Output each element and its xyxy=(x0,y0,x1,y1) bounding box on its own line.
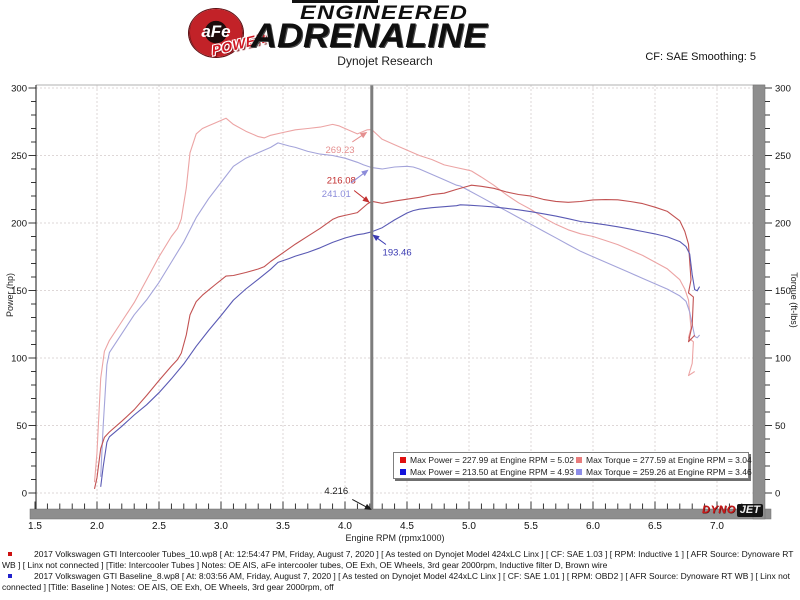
run-file-entry: 2017 Volkswagen GTI Intercooler Tubes_10… xyxy=(0,549,798,570)
brand-accent-bar xyxy=(292,0,378,3)
x-axis-tick-label: 3.5 xyxy=(276,521,290,532)
x-axis-tick-label: 5.5 xyxy=(524,521,538,532)
annotation-arrowhead xyxy=(362,196,370,203)
x-axis-tick-label: 4.0 xyxy=(338,521,352,532)
y-right-tick-label: 150 xyxy=(775,286,791,297)
y-right-tick-label: 200 xyxy=(775,219,791,230)
y-right-tick-label: 250 xyxy=(775,151,791,162)
y-right-tick-label: 100 xyxy=(775,354,791,365)
correction-smoothing-label: CF: SAE Smoothing: 5 xyxy=(645,51,756,63)
y-axis-label-torque: Torque (ft-lbs) xyxy=(789,272,799,328)
run-file-text: 2017 Volkswagen GTI Intercooler Tubes_10… xyxy=(2,549,794,570)
series-baseline-power xyxy=(100,204,701,487)
series-baseline-torque xyxy=(100,142,701,477)
x-axis-tick-label: 6.0 xyxy=(586,521,600,532)
y-axis-label-power: Power (hp) xyxy=(5,273,15,318)
afe-power-logo: aFe xyxy=(189,9,243,57)
annotation-label: 241.01 xyxy=(322,189,351,200)
legend-entry-text: Max Power = 213.50 at Engine RPM = 4.93 xyxy=(410,466,574,477)
page-title: Dynojet Research xyxy=(337,54,433,68)
legend-item: Max Torque = 277.59 at Engine RPM = 3.04 xyxy=(576,455,752,465)
y-right-tick-label: 0 xyxy=(775,489,780,500)
brand-adrenaline-text: ADRENALINE xyxy=(251,17,488,55)
brand-engineered-text: ENGINEERED xyxy=(300,3,469,24)
legend-marker xyxy=(400,468,406,475)
legend-item: Max Power = 227.99 at Engine RPM = 5.02 xyxy=(400,455,576,465)
y-right-tick-label: 50 xyxy=(775,421,786,432)
run-bullet-marker xyxy=(8,574,12,578)
legend-marker xyxy=(400,456,406,463)
legend-box: Max Power = 227.99 at Engine RPM = 5.02 M… xyxy=(393,452,752,479)
x-axis-tick-label: 7.0 xyxy=(710,521,724,532)
afe-logo-text: aFe xyxy=(201,22,231,41)
annotation-label: 216.08 xyxy=(327,175,356,186)
series-intercooler-power xyxy=(93,184,696,490)
annotation-label: 4.216 xyxy=(324,486,348,497)
annotation-label: 269.23 xyxy=(326,145,355,156)
annotation-arrowhead xyxy=(361,169,369,177)
annotation-arrowhead xyxy=(364,503,372,510)
y-left-tick-label: 0 xyxy=(22,489,27,500)
annotation-arrowhead xyxy=(372,234,380,241)
legend-item: Max Torque = 259.26 at Engine RPM = 3.46 xyxy=(576,467,752,477)
run-file-entry: 2017 Volkswagen GTI Baseline_8.wp8 [ At:… xyxy=(0,571,798,592)
annotation-arrow-line xyxy=(376,237,387,245)
annotation-arrowhead xyxy=(359,131,368,139)
x-axis-tick-label: 4.5 xyxy=(400,521,414,532)
y-left-tick-label: 300 xyxy=(11,84,27,95)
x-axis-tick-label: 2.0 xyxy=(90,521,104,532)
y-left-tick-label: 200 xyxy=(11,219,27,230)
y-right-tick-label: 300 xyxy=(775,84,791,95)
legend-marker xyxy=(576,468,582,475)
y-left-tick-label: 250 xyxy=(11,151,27,162)
legend-entry-text: Max Power = 227.99 at Engine RPM = 5.02 xyxy=(410,454,574,465)
x-axis-tick-label: 2.5 xyxy=(152,521,166,532)
annotation-label: 193.46 xyxy=(383,248,412,259)
annotation-arrow-line xyxy=(352,134,364,143)
legend-entry-text: Max Torque = 277.59 at Engine RPM = 3.04 xyxy=(586,454,752,465)
y-left-tick-label: 50 xyxy=(16,421,27,432)
run-file-text: 2017 Volkswagen GTI Baseline_8.wp8 [ At:… xyxy=(2,571,790,592)
y-right-axis-band xyxy=(752,84,766,520)
run-bullet-marker xyxy=(8,552,12,556)
x-axis-band xyxy=(29,508,772,520)
dynojet-logo-dyno: DYNO xyxy=(702,504,736,516)
x-axis-label-rpm: Engine RPM (rpmx1000) xyxy=(345,533,445,543)
y-left-tick-label: 100 xyxy=(11,354,27,365)
y-left-tick-label: 150 xyxy=(11,286,27,297)
x-axis-tick-label: 6.5 xyxy=(648,521,662,532)
annotation-arrow-line xyxy=(353,190,367,201)
annotation-arrow-line xyxy=(352,499,368,508)
x-axis-tick-label: 5.0 xyxy=(462,521,476,532)
legend-item: Max Power = 213.50 at Engine RPM = 4.93 xyxy=(400,467,576,477)
dynojet-logo: DYNO JET xyxy=(702,504,763,517)
x-axis-tick-label: 1.5 xyxy=(28,521,42,532)
annotation-arrow-line xyxy=(350,172,365,184)
dynojet-logo-jet: JET xyxy=(736,504,763,517)
run-file-info: 2017 Volkswagen GTI Intercooler Tubes_10… xyxy=(0,549,798,593)
legend-marker xyxy=(576,456,582,463)
series-intercooler-torque xyxy=(93,117,696,483)
legend-entry-text: Max Torque = 259.26 at Engine RPM = 3.46 xyxy=(586,466,752,477)
x-axis-tick-label: 3.0 xyxy=(214,521,228,532)
